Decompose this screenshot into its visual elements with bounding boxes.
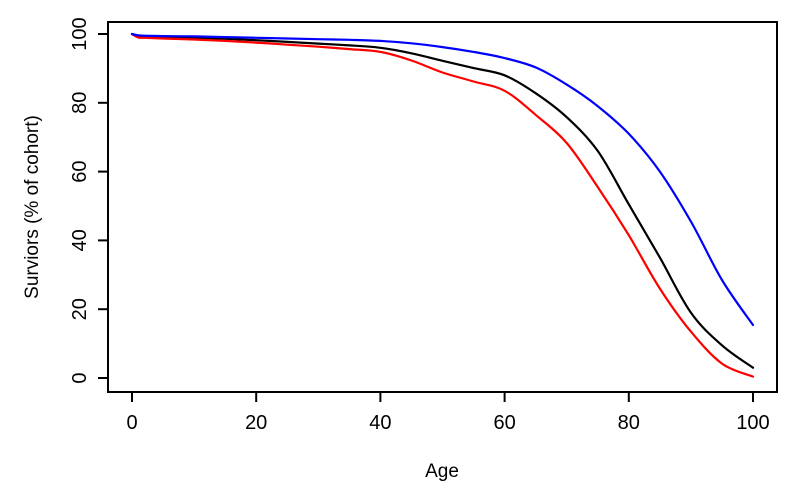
x-tick-label: 80: [618, 412, 640, 434]
y-tick-label: 40: [69, 229, 91, 251]
x-tick-label: 60: [493, 412, 515, 434]
curve-black-cohort: [130, 32, 755, 369]
y-axis: 0 20 40 60 80 100: [69, 17, 108, 384]
y-tick-label: 100: [69, 17, 91, 50]
x-axis: 0 20 40 60 80 100: [126, 392, 770, 434]
x-tick-label: 0: [126, 412, 137, 434]
x-axis-title: Age: [425, 461, 459, 482]
y-tick-label: 20: [69, 298, 91, 320]
y-axis-title: Surviors (% of cohort): [22, 115, 43, 299]
plot-box: [107, 21, 778, 393]
survival-curves: [130, 32, 755, 378]
x-tick-label: 40: [369, 412, 391, 434]
curve-blue-cohort: [130, 32, 755, 327]
y-tick-label: 80: [69, 92, 91, 114]
curve-red-cohort: [130, 32, 755, 378]
x-tick-label: 100: [736, 412, 769, 434]
y-tick-label: 0: [69, 372, 91, 383]
x-tick-label: 20: [245, 412, 267, 434]
y-tick-label: 60: [69, 160, 91, 182]
